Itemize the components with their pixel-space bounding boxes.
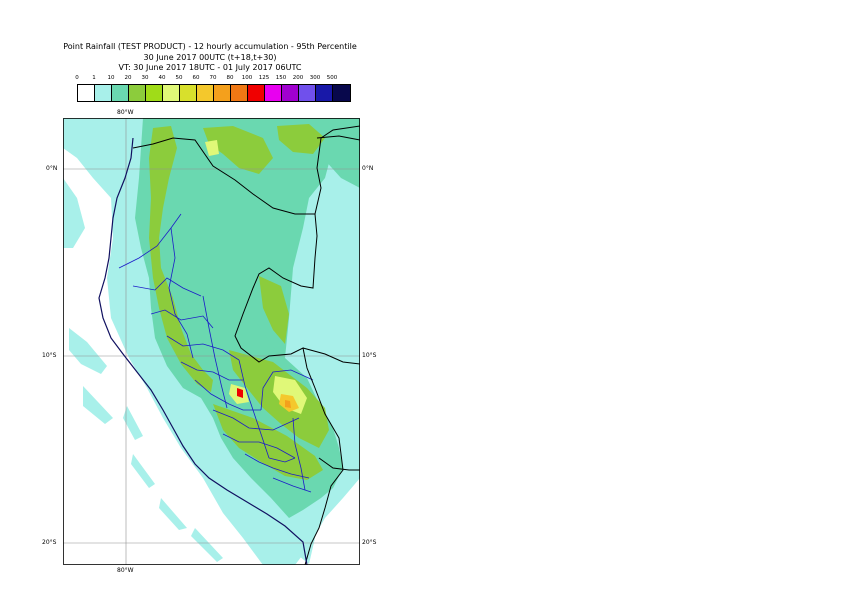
lat-label-0-right: 0°N (362, 165, 374, 172)
legend-swatch (146, 85, 163, 101)
legend-label: 125 (258, 75, 270, 81)
lon-label-top: 80°W (117, 109, 134, 116)
legend-label: 0 (75, 75, 79, 81)
color-legend (77, 84, 351, 102)
country-borders (132, 125, 360, 565)
coastline (98, 137, 308, 565)
legend-label: 60 (192, 75, 200, 81)
legend-label: 50 (175, 75, 183, 81)
map-frame (63, 118, 360, 565)
legend-swatch (78, 85, 95, 101)
rainfall-map (63, 118, 360, 565)
legend-label: 200 (292, 75, 304, 81)
graticule (63, 118, 360, 565)
legend-swatch (333, 85, 350, 101)
lat-label-10-right: 10°S (362, 352, 377, 359)
legend-swatch (265, 85, 282, 101)
lon-label-bottom: 80°W (117, 567, 134, 574)
legend-swatch (214, 85, 231, 101)
legend-swatch (282, 85, 299, 101)
legend-swatch (112, 85, 129, 101)
legend-swatch (197, 85, 214, 101)
legend-label: 20 (124, 75, 132, 81)
legend-label: 10 (107, 75, 115, 81)
legend-swatch (180, 85, 197, 101)
legend-label: 40 (158, 75, 166, 81)
legend-label: 100 (241, 75, 253, 81)
lat-label-0-left: 0°N (46, 165, 58, 172)
legend-label: 1 (92, 75, 96, 81)
admin-boundaries (118, 213, 314, 493)
legend-labels: 0 1 10 20 30 40 50 60 70 80 100 125 150 200 300 500 (0, 74, 842, 84)
legend-swatch (248, 85, 265, 101)
legend-swatch (163, 85, 180, 101)
rainfall-field-60-plus (237, 388, 299, 412)
legend-label: 80 (226, 75, 234, 81)
valid-time-label: VT: 30 June 2017 18UTC - 01 July 2017 06… (118, 63, 302, 72)
lat-label-10-left: 10°S (42, 352, 57, 359)
legend-swatch (231, 85, 248, 101)
lat-label-20-left: 20°S (42, 539, 57, 546)
legend-swatch (299, 85, 316, 101)
legend-swatch (316, 85, 333, 101)
run-time-label: 30 June 2017 00UTC (t+18,t+30) (143, 53, 277, 62)
legend-label: 150 (275, 75, 287, 81)
legend-label: 500 (326, 75, 338, 81)
map-canvas (63, 118, 360, 565)
lat-label-20-right: 20°S (362, 539, 377, 546)
legend-label: 300 (309, 75, 321, 81)
legend-label: 70 (209, 75, 217, 81)
legend-swatch (129, 85, 146, 101)
legend-swatch (95, 85, 112, 101)
legend-label: 30 (141, 75, 149, 81)
chart-title: Point Rainfall (TEST PRODUCT) - 12 hourl… (63, 42, 357, 51)
